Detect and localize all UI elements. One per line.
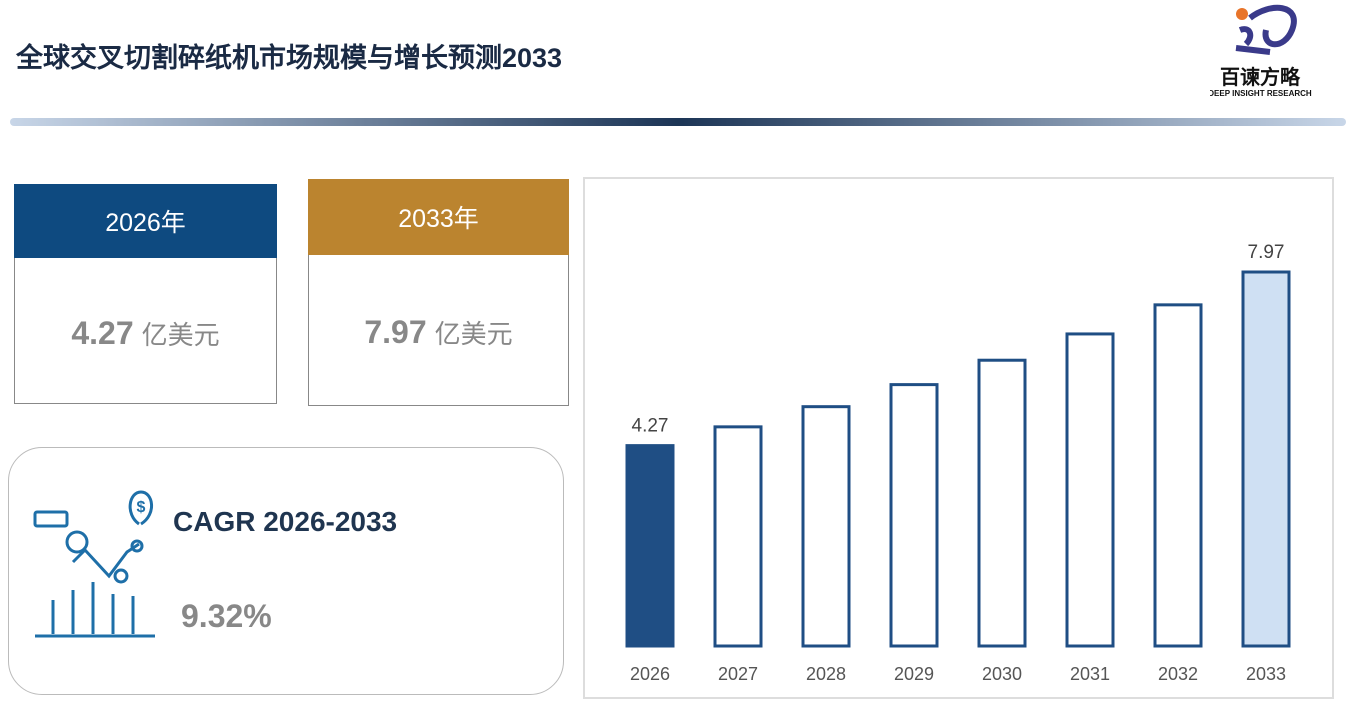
cagr-label: CAGR 2026-2033	[173, 506, 398, 537]
icon: $	[33, 490, 155, 638]
chart-panel	[583, 177, 1334, 699]
divider	[10, 118, 1346, 126]
logo-subtext: DEEP INSIGHT RESEARCH	[1210, 89, 1312, 98]
logo-mark	[1235, 4, 1297, 55]
card-value: 7.97 亿美元	[309, 314, 568, 351]
unit: 亿美元	[434, 319, 513, 349]
card-header: 2026年	[14, 184, 277, 258]
card-header: 2033年	[308, 179, 569, 255]
logo: 百谏方略 DEEP INSIGHT RESEARCH	[1210, 4, 1312, 98]
title: 全球交叉切割碎纸机市场规模与增长预测2033	[16, 43, 563, 73]
logo-dot	[1236, 8, 1248, 20]
unit: 亿美元	[141, 320, 220, 350]
card: 2026年 4.27 亿美元	[14, 184, 277, 404]
cagr-value: 9.32%	[181, 598, 272, 634]
value: 7.97	[364, 314, 427, 350]
card-value: 4.27 亿美元	[15, 315, 276, 352]
logo-text: 百谏方略	[1220, 65, 1301, 89]
icon-symbol: $	[137, 499, 146, 516]
value: 4.27	[71, 315, 134, 351]
cagr-panel: $ CAGR 2026-2033 9.32%	[8, 447, 564, 695]
card: 2033年 7.97 亿美元	[308, 179, 569, 406]
